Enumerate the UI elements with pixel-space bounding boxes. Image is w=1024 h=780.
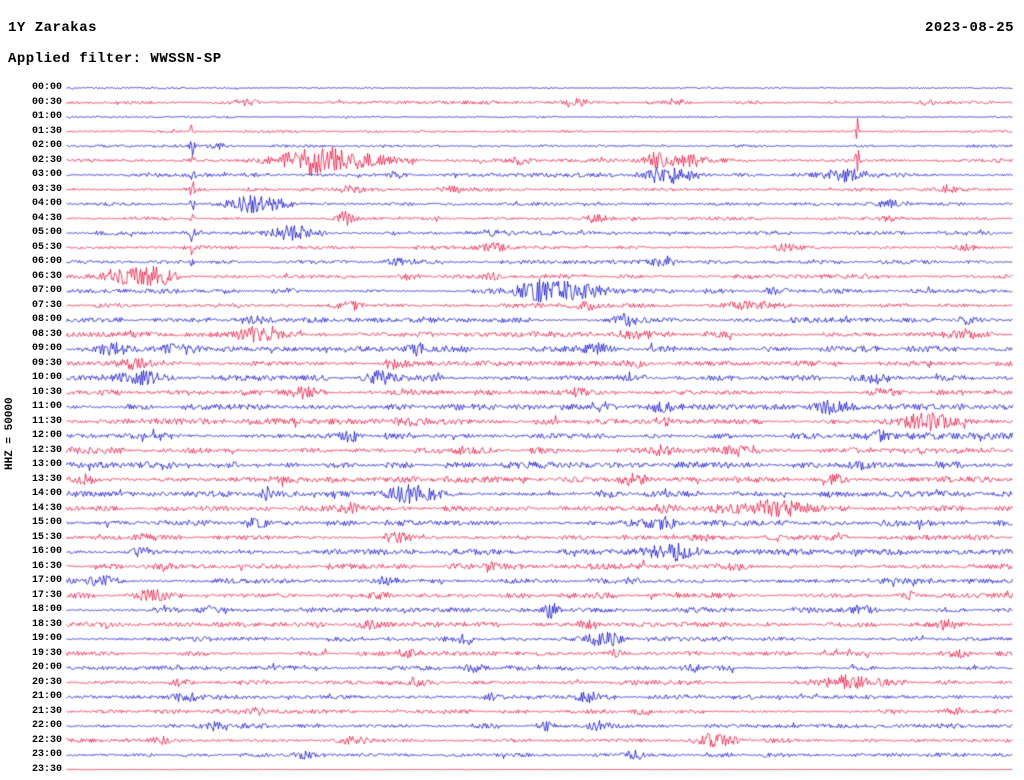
row-time-label: 22:00 [31,720,62,731]
row-time-label: 23:00 [31,749,62,760]
row-time-label: 12:00 [31,430,62,441]
row-time-label: 09:30 [31,357,62,369]
row-time-label: 10:00 [31,372,62,383]
row-time-label: 15:00 [31,517,62,528]
row-time-label: 14:30 [31,502,62,514]
row-time-label: 05:00 [31,227,62,238]
row-time-label: 16:30 [31,560,62,572]
row-time-label: 18:00 [31,604,62,615]
row-time-label: 18:30 [31,618,62,630]
row-time-label: 04:30 [31,212,62,224]
row-time-label: 11:30 [31,415,62,427]
row-time-label: 10:30 [31,386,62,398]
row-time-label: 00:30 [31,96,62,108]
row-time-label: 08:00 [31,314,62,325]
row-time-label: 02:30 [31,154,62,166]
row-time-label: 00:00 [31,82,62,93]
row-time-label: 14:00 [31,488,62,499]
row-time-label: 17:00 [31,575,62,586]
row-time-label: 03:00 [31,169,62,180]
row-time-label: 07:00 [31,285,62,296]
row-time-label: 15:30 [31,531,62,543]
row-time-label: 19:00 [31,633,62,644]
date-label: 2023-08-25 [924,20,1014,36]
row-time-label: 19:30 [31,647,62,659]
row-time-label: 06:00 [31,256,62,267]
row-time-label: 05:30 [31,241,62,253]
row-time-label: 07:30 [31,299,62,311]
station-title: 1Y Zarakas [8,20,98,36]
row-time-label: 21:00 [31,691,62,702]
row-time-label: 09:00 [31,343,62,354]
row-time-label: 12:30 [31,444,62,456]
row-time-label: 02:00 [31,140,62,151]
row-time-label: 08:30 [31,328,62,340]
row-time-label: 17:30 [31,589,62,601]
row-time-label: 11:00 [31,401,62,412]
row-time-label: 01:00 [31,111,62,122]
row-time-label: 06:30 [31,270,62,282]
row-time-label: 22:30 [31,734,62,746]
row-time-label: 13:30 [31,473,62,485]
row-time-label: 13:00 [31,459,62,470]
row-time-label: 01:30 [31,125,62,137]
filter-label: Applied filter: WWSSN-SP [8,51,222,67]
row-time-label: 20:30 [31,676,62,688]
row-time-label: 03:30 [31,183,62,195]
row-time-label: 20:00 [31,662,62,673]
row-time-label: 21:30 [31,705,62,717]
row-time-label: 04:00 [31,198,62,209]
row-time-label: 16:00 [31,546,62,557]
row-time-label: 23:30 [31,763,62,775]
